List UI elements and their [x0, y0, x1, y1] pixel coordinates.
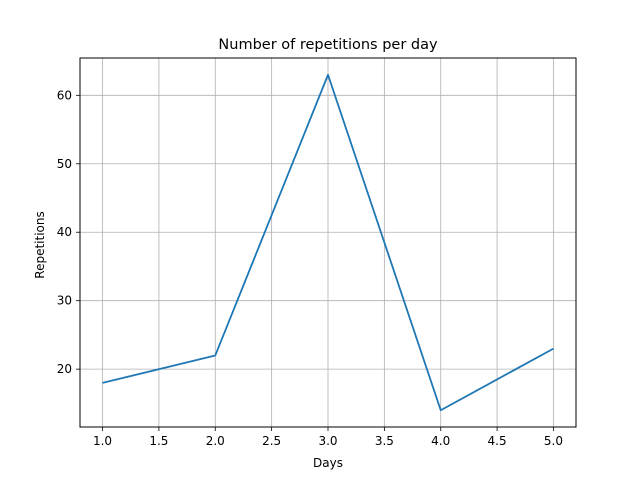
y-axis-label: Repetitions	[33, 211, 47, 278]
y-tick-label: 50	[57, 157, 72, 171]
x-axis-label: Days	[313, 456, 343, 470]
chart-title: Number of repetitions per day	[218, 37, 438, 53]
x-tick-label: 1.5	[149, 434, 168, 448]
y-axis-ticks: 20 30 40 50 60	[57, 88, 80, 376]
x-tick-label: 1.0	[93, 434, 112, 448]
x-tick-label: 3.5	[375, 434, 394, 448]
x-tick-label: 4.0	[431, 434, 450, 448]
y-tick-label: 60	[57, 88, 72, 102]
x-tick-label: 2.5	[262, 434, 281, 448]
x-axis-ticks: 1.0 1.5 2.0 2.5 3.0 3.5 4.0 4.5 5.0	[93, 427, 563, 448]
x-tick-label: 4.5	[488, 434, 507, 448]
x-tick-label: 5.0	[544, 434, 563, 448]
y-tick-label: 20	[57, 362, 72, 376]
y-tick-label: 40	[57, 225, 72, 239]
x-tick-label: 2.0	[206, 434, 225, 448]
x-tick-label: 3.0	[318, 434, 337, 448]
y-tick-label: 30	[57, 294, 72, 308]
series-layer	[102, 73, 554, 412]
